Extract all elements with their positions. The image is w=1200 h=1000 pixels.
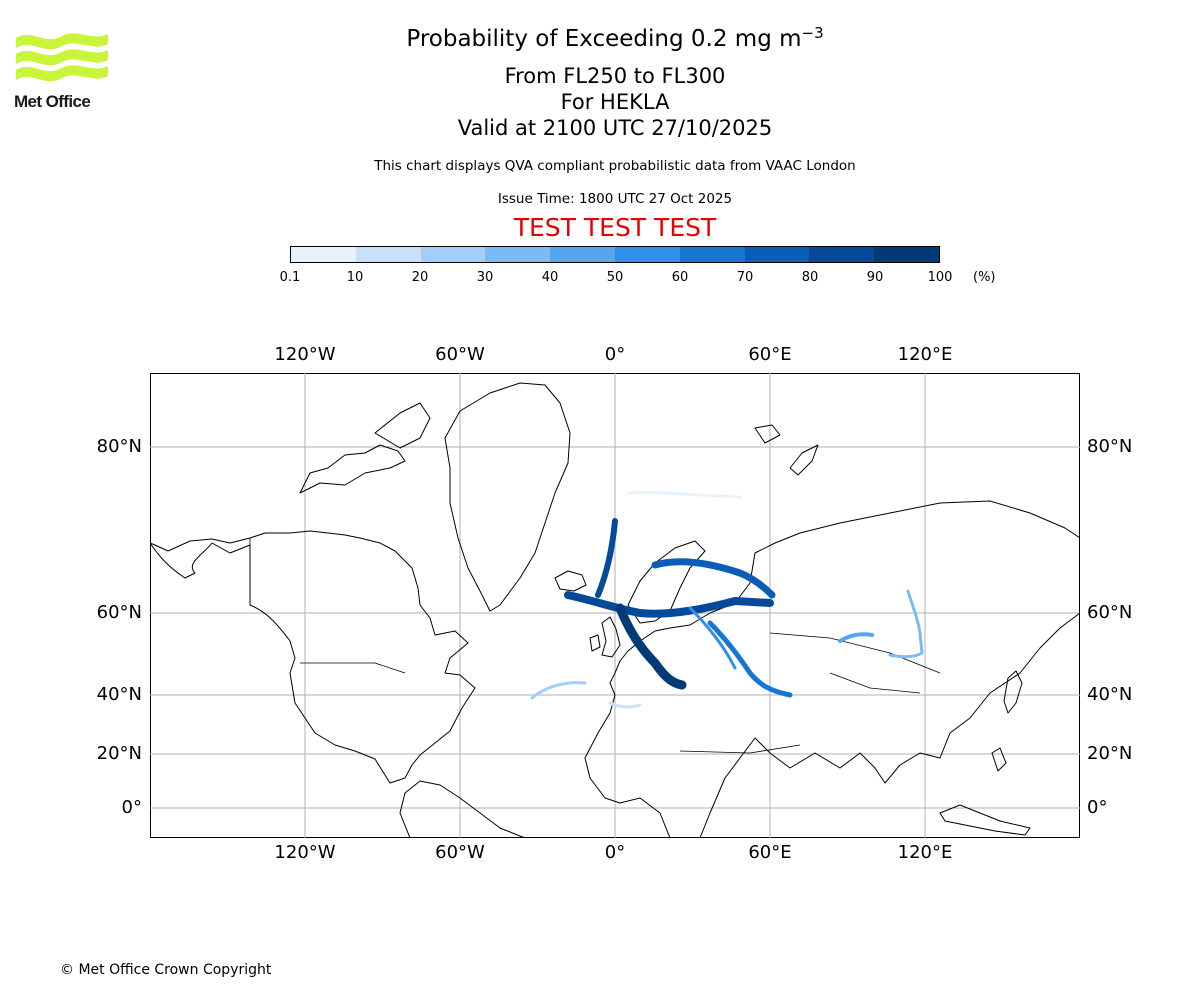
title-exponent: −3 bbox=[801, 24, 824, 42]
title-main: Probability of Exceeding 0.2 mg m bbox=[406, 26, 802, 52]
colorbar-segment bbox=[420, 247, 486, 262]
colorbar-tick-label: 90 bbox=[866, 270, 884, 285]
ash-plume-core-east bbox=[564, 591, 774, 618]
us-canada-border bbox=[300, 662, 406, 674]
colorbar-tick-label: 0.1 bbox=[279, 270, 301, 285]
latitude-label-left: 0° bbox=[121, 797, 142, 818]
coastlines bbox=[150, 382, 1080, 838]
latitude-label-left: 20°N bbox=[96, 743, 142, 764]
maritime-asia-coast bbox=[939, 804, 1031, 836]
met-office-waves-icon bbox=[16, 33, 108, 82]
longitude-label-bottom: 120°E bbox=[897, 842, 953, 863]
philippines-coast bbox=[991, 747, 1007, 772]
colorbar-tick-label: 40 bbox=[541, 270, 559, 285]
longitude-label-top: 60°W bbox=[435, 344, 485, 365]
ash-plume-siberia bbox=[888, 589, 924, 659]
latitude-label-left: 40°N bbox=[96, 684, 142, 705]
longitude-label-bottom: 60°W bbox=[435, 842, 485, 863]
latitude-label-left: 60°N bbox=[96, 602, 142, 623]
colorbar-tick-label: 70 bbox=[736, 270, 754, 285]
flight-level-subtitle: From FL250 to FL300 bbox=[504, 64, 726, 88]
ash-plume-north-arm bbox=[595, 518, 618, 598]
issue-time: Issue Time: 1800 UTC 27 Oct 2025 bbox=[497, 191, 733, 207]
ireland-coast bbox=[589, 634, 601, 652]
central-asia-border bbox=[829, 672, 921, 694]
colorbar-segment bbox=[291, 247, 356, 262]
longitude-label-bottom: 120°W bbox=[274, 842, 336, 863]
latitude-label-right: 40°N bbox=[1087, 684, 1133, 705]
copyright-notice: © Met Office Crown Copyright bbox=[60, 962, 272, 978]
north-america-coast bbox=[150, 530, 476, 784]
latitude-label-right: 0° bbox=[1087, 797, 1108, 818]
colorbar-segment bbox=[614, 247, 680, 262]
ash-plume-arctic-trace bbox=[628, 490, 742, 499]
great-britain-coast bbox=[601, 616, 621, 658]
arctic-archipelago-coast bbox=[299, 444, 406, 494]
colorbar bbox=[290, 246, 940, 263]
longitude-label-top: 120°E bbox=[897, 344, 953, 365]
japan-coast bbox=[1003, 670, 1023, 714]
latitude-label-right: 20°N bbox=[1087, 743, 1133, 764]
colorbar-tick-label: 30 bbox=[476, 270, 494, 285]
colorbar-tick-label: 100 bbox=[927, 270, 953, 285]
greenland-coast bbox=[444, 382, 571, 612]
logo-text: Met Office bbox=[14, 92, 91, 111]
eurasia-africa-coast bbox=[584, 500, 1080, 838]
colorbar-segment bbox=[679, 247, 745, 262]
colorbar-segment bbox=[485, 247, 551, 262]
met-office-logo: Met Office bbox=[14, 30, 110, 112]
volcano-subtitle: For HEKLA bbox=[560, 90, 670, 114]
ellesmere-coast bbox=[374, 402, 431, 449]
novaya-zemlya-coast bbox=[789, 444, 819, 476]
longitude-label-bottom: 0° bbox=[604, 842, 626, 863]
iceland-coast bbox=[554, 570, 587, 592]
longitude-label-top: 120°W bbox=[274, 344, 336, 365]
longitude-label-top: 60°E bbox=[748, 344, 792, 365]
chart-description: This chart displays QVA compliant probab… bbox=[374, 158, 856, 174]
ash-plume-scandinavia bbox=[651, 558, 776, 599]
chart-title: Probability of Exceeding 0.2 mg m−3 bbox=[0, 24, 1200, 52]
country-borders bbox=[249, 538, 941, 754]
colorbar-tick-label: 10 bbox=[346, 270, 364, 285]
colorbar-segment bbox=[809, 247, 875, 262]
latitude-label-right: 80°N bbox=[1087, 436, 1133, 457]
world-map bbox=[150, 373, 1080, 838]
ash-plume-central-europe bbox=[615, 603, 687, 690]
north-africa-border bbox=[679, 744, 801, 754]
ash-probability-plume bbox=[530, 490, 924, 709]
test-banner: TEST TEST TEST bbox=[513, 213, 717, 242]
longitude-label-top: 0° bbox=[604, 344, 626, 365]
ash-plume-mediterranean bbox=[608, 701, 642, 709]
russia-southern-border bbox=[769, 632, 941, 674]
svalbard-coast bbox=[754, 424, 781, 444]
valid-time-subtitle: Valid at 2100 UTC 27/10/2025 bbox=[457, 116, 773, 140]
colorbar-tick-label: 50 bbox=[606, 270, 624, 285]
colorbar-tick-label: 80 bbox=[801, 270, 819, 285]
south-america-coast bbox=[399, 780, 526, 838]
latitude-label-left: 80°N bbox=[96, 436, 142, 457]
colorbar-segment bbox=[744, 247, 810, 262]
colorbar-segment bbox=[355, 247, 421, 262]
colorbar-tick-label: 60 bbox=[671, 270, 689, 285]
ash-plume-atlantic bbox=[530, 681, 587, 700]
ash-plume-far-east bbox=[838, 632, 874, 643]
colorbar-tick-label: 20 bbox=[411, 270, 429, 285]
ash-plume-secondary bbox=[688, 606, 737, 670]
latitude-label-right: 60°N bbox=[1087, 602, 1133, 623]
colorbar-segment bbox=[550, 247, 615, 262]
colorbar-unit: (%) bbox=[973, 270, 996, 285]
colorbar-segment bbox=[874, 247, 939, 262]
ash-plume-southeast bbox=[707, 620, 793, 698]
longitude-label-bottom: 60°E bbox=[748, 842, 792, 863]
